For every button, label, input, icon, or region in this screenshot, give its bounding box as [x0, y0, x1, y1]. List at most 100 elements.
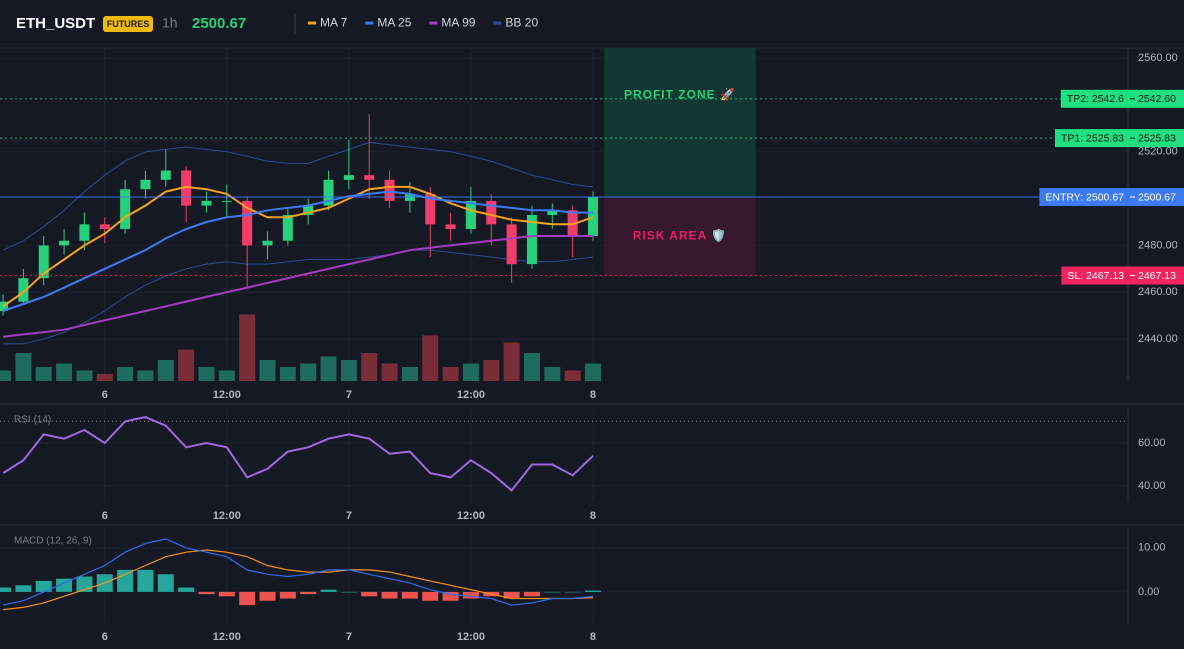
- legend-label[interactable]: MA 99: [441, 16, 475, 30]
- candle-body: [547, 210, 558, 215]
- volume-bar: [523, 353, 540, 381]
- histogram-bar: [137, 569, 154, 592]
- x-tick-label: 12:00: [457, 389, 485, 401]
- x-tick-label: 12:00: [457, 510, 485, 522]
- x-tick-label: 12:00: [457, 631, 485, 643]
- moving-average: [2, 190, 593, 312]
- volume-bar: [584, 363, 601, 381]
- x-tick-label: 7: [346, 631, 352, 643]
- histogram-bar: [381, 591, 398, 599]
- histogram-bar: [422, 591, 439, 601]
- volume-bar: [96, 374, 113, 381]
- zone-label: PROFIT ZONE 🚀: [624, 88, 736, 102]
- y-tick-label: 2440.00: [1138, 333, 1178, 345]
- volume-bar: [218, 370, 235, 381]
- level-label-bg: [1060, 89, 1184, 108]
- candle-body: [120, 189, 131, 230]
- histogram-bar: [584, 590, 601, 592]
- volume-bar: [117, 367, 134, 381]
- candle-body: [59, 240, 70, 246]
- y-tick-label: 40.00: [1138, 480, 1166, 492]
- histogram-bar: [259, 591, 276, 601]
- volume-bar: [300, 363, 317, 381]
- volume-bar: [381, 363, 398, 381]
- candle-body: [282, 214, 293, 241]
- volume-bar: [564, 370, 581, 381]
- candle-body: [445, 224, 456, 230]
- histogram-bar: [300, 591, 317, 595]
- histogram-bar: [340, 591, 357, 593]
- candle-body: [18, 278, 29, 302]
- level-label-bg: [1061, 266, 1184, 285]
- candle-body: [364, 175, 375, 180]
- level-price: 2542.60: [1138, 93, 1176, 105]
- level-label-bg: [1039, 188, 1184, 207]
- x-tick-label: 8: [590, 510, 596, 522]
- y-tick-label: 10.00: [1138, 542, 1166, 554]
- y-tick-label: 2480.00: [1138, 239, 1178, 251]
- volume-bar: [56, 363, 73, 381]
- level-label: ENTRY: 2500.67: [1045, 191, 1124, 203]
- volume-bar: [462, 363, 479, 381]
- candle-body: [242, 200, 253, 246]
- signal-line: [3, 549, 594, 611]
- legend-label[interactable]: BB 20: [505, 16, 538, 30]
- histogram-bar: [401, 591, 418, 599]
- level-price: 2467.13: [1138, 270, 1176, 282]
- legend-label[interactable]: MA 25: [377, 16, 411, 30]
- candle-body: [384, 179, 395, 201]
- rsi-title: RSI (14): [14, 415, 51, 426]
- bollinger-band: [3, 249, 594, 345]
- symbol: ETH_USDT: [16, 15, 95, 32]
- level-label: TP2: 2542.6: [1067, 93, 1124, 105]
- histogram-bar: [15, 585, 32, 592]
- histogram-bar: [523, 591, 540, 597]
- level-price: 2500.67: [1138, 191, 1176, 203]
- volume-bar: [279, 367, 296, 381]
- moving-average: [2, 235, 593, 338]
- legend-label[interactable]: MA 7: [320, 16, 348, 30]
- x-tick-label: 12:00: [213, 510, 241, 522]
- candle-body: [465, 200, 476, 230]
- volume-bar: [503, 342, 520, 381]
- x-tick-label: 6: [102, 631, 108, 643]
- volume-bar: [15, 353, 32, 381]
- y-tick-label: 2560.00: [1138, 52, 1178, 64]
- histogram-bar: [0, 587, 12, 592]
- histogram-bar: [218, 591, 235, 597]
- histogram-bar: [178, 587, 195, 592]
- histogram-bar: [320, 589, 337, 592]
- volume-bar: [401, 367, 418, 381]
- candle-body: [323, 179, 334, 206]
- level-label-bg: [1054, 129, 1184, 148]
- histogram-bar: [361, 591, 378, 597]
- level-label: SL: 2467.13: [1067, 270, 1124, 282]
- volume-bar: [178, 349, 195, 381]
- volume-bar: [259, 360, 276, 381]
- macd-title: MACD (12, 26, 9): [14, 536, 92, 547]
- x-tick-label: 7: [346, 389, 352, 401]
- histogram-bar: [279, 591, 296, 599]
- interval[interactable]: 1h: [162, 15, 178, 31]
- y-tick-label: 2460.00: [1138, 286, 1178, 298]
- candle-body: [567, 210, 578, 237]
- volume-bar: [340, 360, 357, 381]
- level-label: TP1: 2525.83: [1061, 132, 1124, 144]
- histogram-bar: [442, 591, 459, 601]
- volume-bar: [0, 370, 12, 381]
- x-tick-label: 12:00: [213, 631, 241, 643]
- candle-body: [486, 200, 497, 225]
- histogram-bar: [35, 580, 52, 592]
- histogram-bar: [157, 574, 174, 592]
- candle-body: [587, 197, 598, 237]
- histogram-bar: [544, 591, 561, 593]
- x-tick-label: 8: [590, 389, 596, 401]
- volume-bar: [76, 370, 93, 381]
- candle-body: [526, 214, 537, 265]
- y-tick-label: 60.00: [1138, 437, 1166, 449]
- candle-body: [506, 224, 517, 265]
- volume-bar: [422, 335, 439, 381]
- volume-bar: [157, 360, 174, 381]
- histogram-bar: [239, 591, 256, 606]
